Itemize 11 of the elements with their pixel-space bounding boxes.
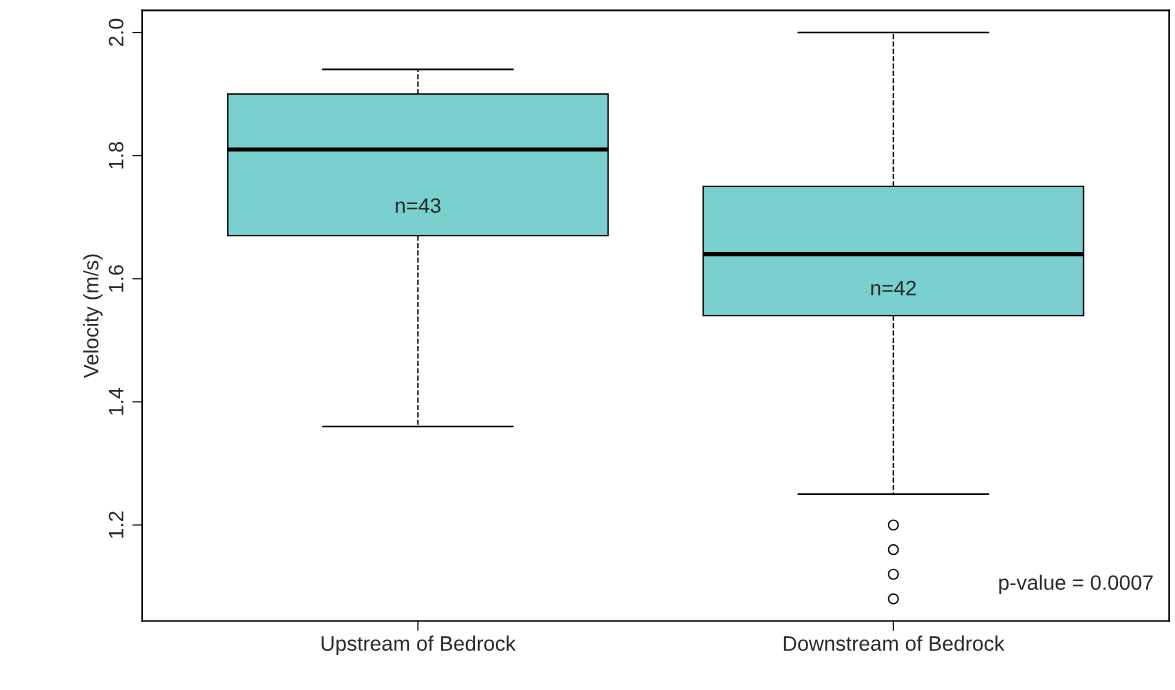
y-axis-title: Velocity (m/s): [83, 254, 103, 379]
x-tick-label: Downstream of Bedrock: [783, 635, 1005, 651]
annotation: n=43: [395, 198, 441, 213]
y-tick-label: 2.0: [108, 18, 124, 46]
annotation: p-value = 0.0007: [999, 574, 1153, 595]
y-tick-label: 1.2: [108, 511, 124, 538]
y-tick-label: 1.4: [108, 387, 124, 415]
x-tick-label: Upstream of Bedrock: [321, 635, 516, 655]
annotation: n=42: [871, 280, 916, 296]
y-tick-label: 1.8: [108, 142, 124, 169]
y-tick-label: 1.6: [108, 265, 124, 292]
